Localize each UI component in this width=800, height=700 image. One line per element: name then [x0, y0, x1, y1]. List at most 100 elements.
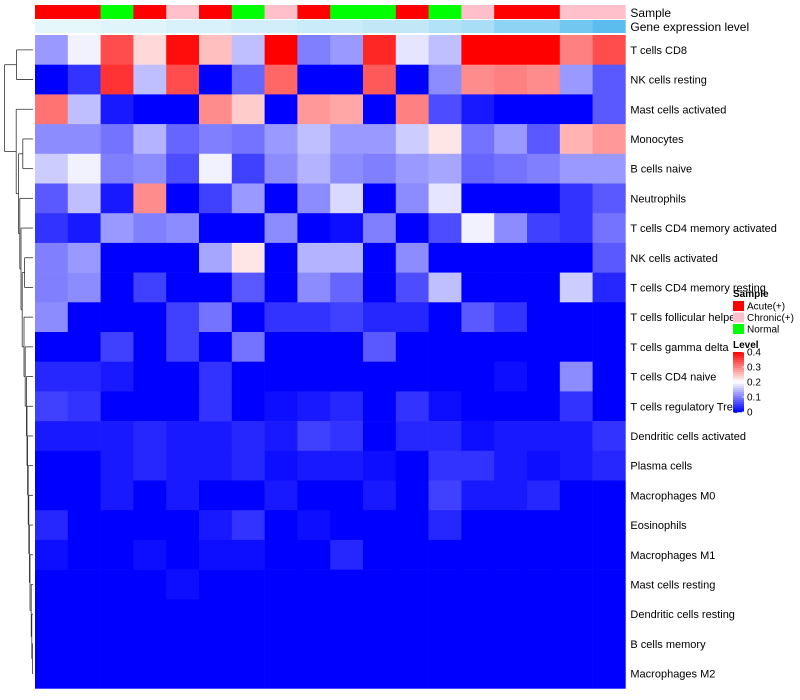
- heatmap-cell: [592, 361, 626, 392]
- level-tick-label: 0.3: [747, 363, 761, 374]
- row-label: T cells CD8: [630, 45, 687, 57]
- heatmap-cell: [363, 629, 397, 659]
- heatmap-cell: [231, 183, 265, 214]
- sample-legend-swatch: [733, 312, 744, 323]
- level-tick-label: 0: [747, 408, 753, 419]
- heatmap-cell: [100, 361, 134, 392]
- heatmap-cell: [395, 361, 429, 392]
- heatmap-cell: [494, 94, 528, 125]
- heatmap-cell: [297, 599, 331, 630]
- heatmap-cell: [297, 658, 331, 689]
- heatmap-cell: [527, 658, 561, 689]
- heatmap-cell: [166, 35, 200, 65]
- expression-annotation-cell: [559, 20, 593, 33]
- heatmap-cell: [527, 569, 561, 600]
- heatmap-cell: [133, 183, 167, 214]
- row-label: T cells CD4 memory resting: [630, 282, 766, 294]
- heatmap-cell: [592, 302, 626, 333]
- heatmap-cell: [461, 64, 495, 95]
- heatmap-cell: [592, 629, 626, 659]
- heatmap-cell: [264, 272, 298, 303]
- heatmap-cell: [428, 450, 462, 481]
- heatmap-cell: [199, 599, 233, 630]
- heatmap-cell: [297, 183, 331, 214]
- heatmap-cell: [592, 539, 626, 570]
- heatmap-cell: [199, 391, 233, 422]
- heatmap-cell: [559, 361, 593, 392]
- heatmap-cell: [264, 599, 298, 630]
- heatmap-cell: [133, 539, 167, 570]
- heatmap-cell: [395, 272, 429, 303]
- sample-annotation-cell: [461, 5, 495, 19]
- row-label: T cells CD4 naive: [630, 372, 716, 384]
- heatmap-cell: [559, 421, 593, 452]
- heatmap-cell: [494, 599, 528, 630]
- level-colorbar-segment: [733, 366, 744, 369]
- heatmap-cell: [231, 569, 265, 600]
- heatmap-cell: [428, 272, 462, 303]
- heatmap-cell: [67, 421, 101, 452]
- heatmap-cell: [559, 332, 593, 362]
- heatmap-cell: [363, 391, 397, 422]
- heatmap-cell: [166, 124, 200, 155]
- heatmap-cell: [297, 332, 331, 362]
- heatmap-cell: [35, 242, 69, 273]
- heatmap-cell: [133, 450, 167, 481]
- heatmap-cell: [527, 450, 561, 481]
- heatmap-cell: [527, 629, 561, 659]
- heatmap-cell: [264, 510, 298, 541]
- heatmap-cell: [527, 183, 561, 214]
- heatmap-cell: [592, 213, 626, 244]
- heatmap-cell: [297, 361, 331, 392]
- heatmap-cell: [592, 421, 626, 452]
- level-tick-label: 0.4: [747, 348, 761, 359]
- heatmap-cell: [363, 361, 397, 392]
- row-label: Eosinophils: [630, 520, 687, 532]
- heatmap-cell: [395, 480, 429, 511]
- heatmap-cell: [67, 332, 101, 362]
- heatmap-cell: [133, 629, 167, 659]
- heatmap-cell: [559, 599, 593, 630]
- heatmap-cell: [199, 658, 233, 689]
- heatmap-cell: [199, 332, 233, 362]
- heatmap-cell: [395, 421, 429, 452]
- heatmap-cell: [428, 421, 462, 452]
- level-colorbar-segment: [733, 398, 744, 401]
- heatmap-cell: [330, 153, 364, 184]
- heatmap-cell: [428, 629, 462, 659]
- row-dendrogram: [4, 49, 33, 674]
- heatmap-cell: [133, 658, 167, 689]
- heatmap-cell: [100, 213, 134, 244]
- heatmap-cell: [494, 450, 528, 481]
- heatmap-cell: [199, 94, 233, 125]
- heatmap-cell: [559, 153, 593, 184]
- heatmap-cell: [494, 510, 528, 541]
- heatmap-cell: [363, 183, 397, 214]
- heatmap-cell: [428, 153, 462, 184]
- heatmap-cell: [461, 658, 495, 689]
- heatmap-cell: [264, 153, 298, 184]
- level-colorbar-segment: [733, 410, 744, 413]
- heatmap-cell: [428, 302, 462, 333]
- heatmap-cell: [559, 35, 593, 65]
- heatmap-cell: [199, 153, 233, 184]
- heatmap-cell: [395, 332, 429, 362]
- level-tick-label: 0.2: [747, 378, 761, 389]
- heatmap-cell: [428, 332, 462, 362]
- heatmap-cell: [100, 421, 134, 452]
- heatmap-cell: [264, 94, 298, 125]
- sample-annotation-cell: [527, 5, 561, 19]
- heatmap-cell: [428, 539, 462, 570]
- heatmap-cell: [264, 302, 298, 333]
- heatmap-cell: [166, 361, 200, 392]
- sample-track-label: Sample: [630, 6, 671, 20]
- heatmap-cell: [494, 332, 528, 362]
- heatmap-cell: [592, 450, 626, 481]
- expression-annotation-cell: [461, 20, 495, 33]
- heatmap-cell: [297, 153, 331, 184]
- heatmap-cell: [264, 480, 298, 511]
- level-tick-label: 0.1: [747, 393, 761, 404]
- heatmap-cell: [166, 629, 200, 659]
- heatmap-cell: [527, 332, 561, 362]
